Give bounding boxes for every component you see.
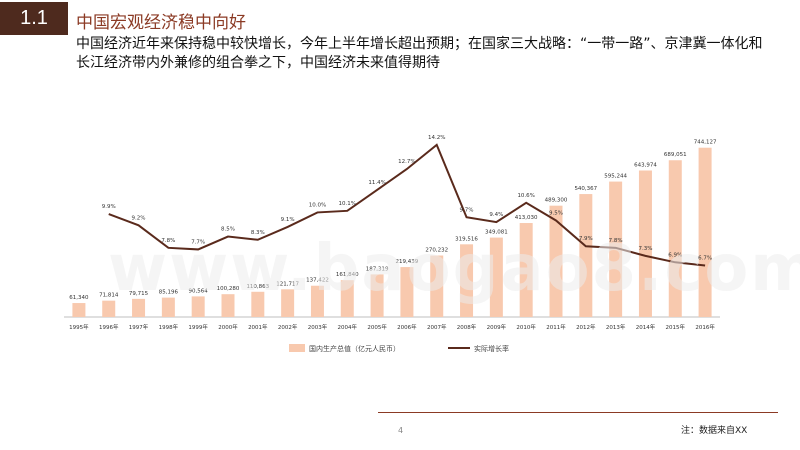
bar: [638, 170, 652, 317]
bar-value-label: 489,300: [545, 198, 568, 204]
bar-value-label: 595,244: [604, 174, 627, 180]
growth-rate-label: 9.2%: [132, 215, 146, 221]
growth-rate-label: 7.3%: [638, 246, 652, 252]
growth-rate-label: 9.7%: [460, 207, 474, 213]
bar: [251, 291, 265, 317]
page-number: 4: [398, 426, 404, 435]
bar-value-label: 100,280: [217, 286, 240, 292]
bar-value-label: 413,030: [515, 215, 538, 221]
bar-value-label: 85,196: [159, 290, 179, 296]
legend-line-label: 实际增长率: [474, 344, 509, 353]
growth-rate-line: [108, 143, 706, 267]
growth-rate-label: 10.6%: [517, 193, 534, 199]
x-tick-label: 2001年: [248, 323, 268, 331]
bar: [370, 274, 384, 317]
growth-rate-label: 6.7%: [698, 256, 712, 262]
bar: [72, 303, 86, 317]
bar-value-label: 161,840: [336, 272, 359, 278]
bar-value-label: 219,439: [396, 259, 419, 265]
bar-value-label: 187,319: [366, 266, 389, 272]
growth-rate-label: 10.0%: [309, 202, 326, 208]
bar: [430, 255, 444, 317]
footer-divider: [378, 412, 778, 413]
bar-value-label: 643,974: [634, 162, 657, 168]
bar-value-label: 319,516: [455, 236, 478, 242]
bar: [191, 296, 205, 317]
growth-rate-label: 6.9%: [668, 252, 682, 258]
bar: [400, 267, 414, 317]
bar: [549, 205, 563, 317]
bar-value-label: 79,715: [129, 291, 149, 297]
x-tick-label: 1999年: [188, 323, 208, 331]
bar: [132, 298, 146, 317]
x-tick-label: 1998年: [159, 323, 179, 331]
x-tick-label: 2016年: [695, 323, 715, 331]
x-tick-label: 1997年: [129, 323, 149, 331]
bar-value-label: 137,422: [306, 278, 329, 284]
growth-rate-label: 7.8%: [609, 238, 623, 244]
growth-rate-label: 9.5%: [549, 210, 563, 216]
x-tick-label: 2011年: [546, 323, 566, 331]
growth-rate-label: 10.1%: [339, 201, 356, 207]
x-tick-label: 2007年: [427, 323, 447, 331]
growth-rate-label: 7.9%: [579, 236, 593, 242]
x-tick-label: 2005年: [367, 323, 387, 331]
x-tick-label: 2003年: [308, 323, 328, 331]
page-title: 中国宏观经济稳中向好: [76, 13, 246, 33]
growth-rate-label: 12.7%: [398, 159, 415, 165]
page-subtitle: 中国经济近年来保持稳中较快增长，今年上半年增长超出预期；在国家三大战略：“一带一…: [76, 36, 763, 71]
bar-value-label: 61,340: [69, 295, 89, 301]
growth-rate-label: 9.9%: [102, 204, 116, 210]
bar-value-label: 270,232: [425, 248, 448, 254]
bar: [519, 223, 533, 317]
growth-rate-label: 14.2%: [428, 135, 445, 141]
bar: [579, 194, 593, 317]
legend-bar-label: 国内生产总值（亿元人民币）: [309, 344, 400, 353]
x-tick-label: 2014年: [636, 323, 656, 331]
growth-rate-label: 11.4%: [368, 180, 385, 186]
bar: [489, 237, 503, 317]
bar: [281, 289, 295, 317]
bar-value-label: 689,051: [664, 152, 687, 158]
x-tick-label: 2002年: [278, 323, 298, 331]
bar: [668, 160, 682, 317]
bar: [340, 280, 354, 317]
x-tick-label: 2004年: [338, 323, 358, 331]
x-tick-label: 2009年: [487, 323, 507, 331]
growth-rate-label: 9.4%: [489, 212, 503, 218]
bar: [221, 294, 235, 317]
bar: [698, 147, 712, 317]
legend-bar-swatch: [289, 344, 305, 352]
x-tick-label: 2013年: [606, 323, 626, 331]
growth-rate-label: 7.8%: [161, 238, 175, 244]
bar-value-label: 90,564: [189, 288, 209, 294]
gdp-growth-chart: 61,340 1995年 71,814 1996年 79,715 1997年 85,196 1…: [64, 135, 720, 353]
section-badge: 1.1: [0, 2, 68, 35]
growth-rate-label: 9.1%: [281, 217, 295, 223]
x-tick-label: 2010年: [516, 323, 536, 331]
bar: [609, 181, 623, 317]
x-tick-label: 1996年: [99, 323, 119, 331]
bar-value-label: 71,814: [99, 293, 119, 299]
x-tick-label: 2000年: [218, 323, 238, 331]
bar-value-label: 349,081: [485, 230, 508, 236]
bar: [102, 300, 116, 317]
x-tick-label: 2015年: [666, 323, 686, 331]
bar: [161, 297, 175, 317]
x-tick-label: 2012年: [576, 323, 596, 331]
growth-rate-label: 8.5%: [221, 227, 235, 233]
bar-value-label: 540,367: [574, 186, 597, 192]
x-tick-label: 1995年: [69, 323, 89, 331]
growth-rate-label: 7.7%: [191, 239, 205, 245]
bar: [460, 244, 474, 317]
bar-value-label: 744,127: [694, 140, 717, 146]
bar-value-label: 110,863: [246, 284, 269, 290]
bar: [310, 285, 324, 317]
bar-value-label: 121,717: [276, 281, 299, 287]
x-tick-label: 2008年: [457, 323, 477, 331]
x-tick-label: 2006年: [397, 323, 417, 331]
growth-rate-label: 8.3%: [251, 230, 265, 236]
source-note: 注：数据来自XX: [681, 426, 748, 436]
